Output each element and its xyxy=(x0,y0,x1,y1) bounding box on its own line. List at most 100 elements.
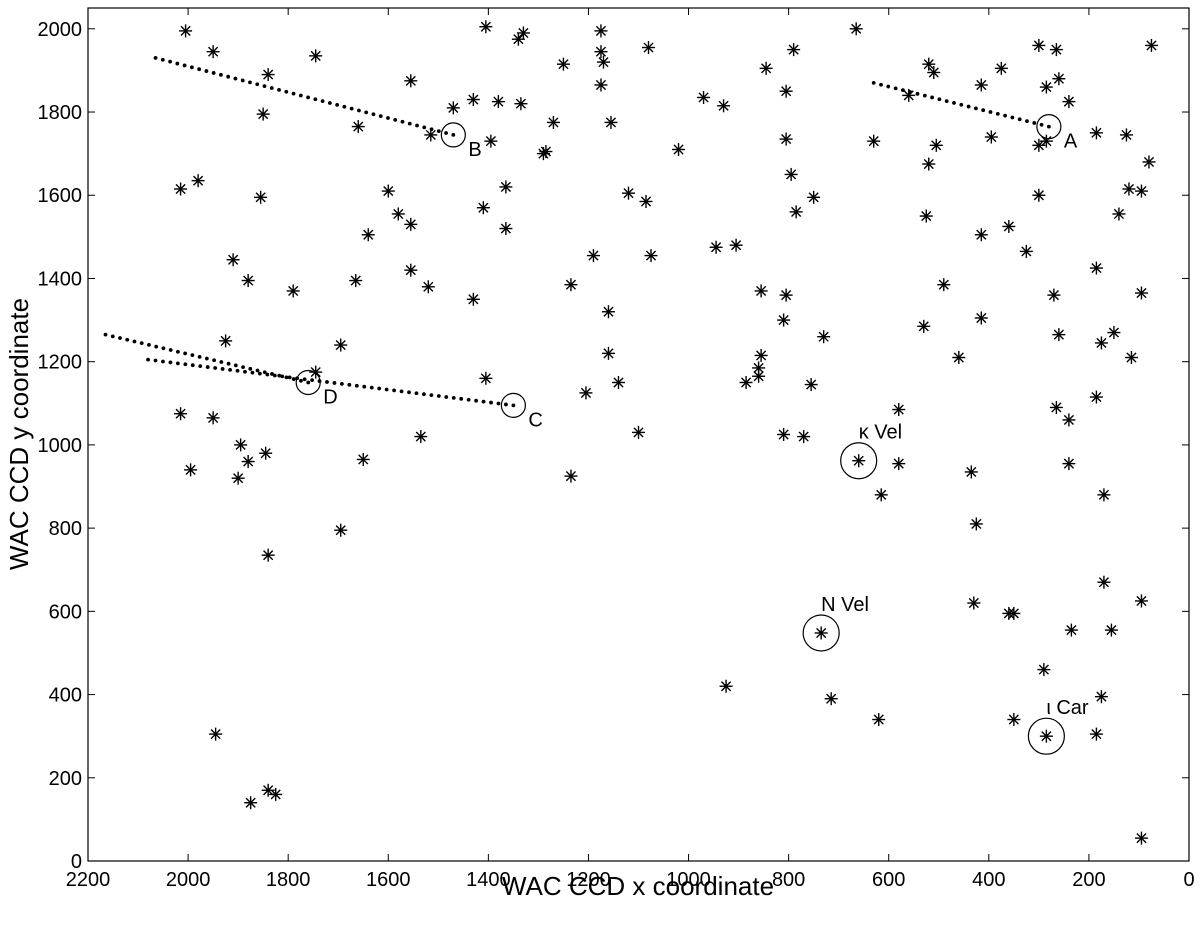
track-dot xyxy=(125,337,130,342)
star-marker xyxy=(491,95,505,109)
star-marker xyxy=(404,263,418,277)
star-marker xyxy=(1089,261,1103,275)
track-dot xyxy=(295,376,300,381)
track-dot xyxy=(481,399,486,404)
track-dot xyxy=(190,353,195,358)
highlighted-star: N Vel xyxy=(802,594,869,652)
track-dot xyxy=(197,67,202,72)
star-marker xyxy=(777,313,791,327)
track-dot xyxy=(226,361,231,366)
track-dot xyxy=(176,349,180,354)
star-marker xyxy=(381,184,395,198)
star-marker xyxy=(594,78,608,92)
track-c: C xyxy=(146,357,543,431)
track-dot xyxy=(407,390,411,395)
track-dot xyxy=(154,344,159,349)
track-dot xyxy=(436,129,441,134)
x-tick-label: 1400 xyxy=(466,869,511,891)
track-dot xyxy=(182,63,187,68)
track-dot xyxy=(197,354,202,359)
star-marker xyxy=(1097,488,1111,502)
track-dot xyxy=(255,368,260,373)
star-marker xyxy=(964,465,978,479)
star-marker xyxy=(309,365,323,379)
star-marker xyxy=(642,41,656,55)
star-marker xyxy=(556,57,570,71)
track-dot xyxy=(265,372,270,377)
track-dot xyxy=(153,358,158,363)
track-dot xyxy=(414,391,419,396)
track-dot xyxy=(205,365,210,369)
star-marker xyxy=(244,796,258,810)
track-dot xyxy=(459,396,464,401)
track-end-circle xyxy=(500,392,526,418)
track-dot xyxy=(168,59,172,64)
track-dot xyxy=(1025,119,1029,124)
track-dot xyxy=(233,363,238,368)
track-dot xyxy=(132,339,137,344)
track-dot xyxy=(228,367,232,372)
star-marker xyxy=(1104,623,1118,637)
y-tick-label: 1200 xyxy=(38,352,83,374)
x-tick-label: 1800 xyxy=(266,869,311,891)
track-dot xyxy=(886,84,891,89)
track-dot xyxy=(466,397,471,402)
track-dot xyxy=(299,378,303,383)
track-dot xyxy=(235,368,240,373)
star-marker xyxy=(536,147,550,161)
track-dot xyxy=(349,106,354,111)
track-dot xyxy=(161,359,165,364)
star-marker xyxy=(872,713,886,727)
star-marker xyxy=(1032,188,1046,202)
star-marker xyxy=(404,74,418,88)
star-marker xyxy=(739,375,753,389)
track-dot xyxy=(168,348,173,352)
star-marker xyxy=(797,430,811,444)
track-label: D xyxy=(323,386,337,408)
track-dot xyxy=(407,121,412,126)
track-dot xyxy=(436,394,441,398)
star-marker xyxy=(256,107,270,121)
track-dot xyxy=(248,80,252,85)
star-marker xyxy=(334,338,348,352)
star-marker xyxy=(1047,288,1061,302)
star-marker xyxy=(1049,43,1063,57)
star-marker xyxy=(226,253,240,267)
star-marker xyxy=(484,134,498,148)
track-dot xyxy=(915,91,920,96)
track-dot xyxy=(262,84,267,88)
star-marker xyxy=(984,130,998,144)
x-tick-label: 2000 xyxy=(166,869,211,891)
star-marker xyxy=(717,99,731,113)
track-dot xyxy=(952,101,956,105)
track-dot xyxy=(183,351,188,356)
star-marker xyxy=(1039,80,1053,94)
x-tick-label: 200 xyxy=(1072,869,1105,891)
star-marker xyxy=(787,43,801,57)
star-marker xyxy=(604,115,618,129)
star-marker xyxy=(922,157,936,171)
star-marker xyxy=(1134,286,1148,300)
track-dot xyxy=(118,336,122,340)
y-axis-label: WAC CCD y coordinate xyxy=(4,298,34,570)
star-marker xyxy=(929,138,943,152)
star-marker xyxy=(814,626,828,640)
track-dot xyxy=(371,112,376,117)
star-marker xyxy=(421,280,435,294)
track-dot xyxy=(392,388,396,393)
star-marker xyxy=(777,428,791,441)
star-marker xyxy=(499,180,513,194)
track-dot xyxy=(944,99,949,104)
track-dot xyxy=(262,370,267,375)
star-marker xyxy=(852,454,866,468)
track-label: B xyxy=(468,139,481,161)
axis-ticks xyxy=(87,8,1190,862)
star-marker xyxy=(937,278,951,292)
y-tick-label: 1600 xyxy=(38,185,83,207)
star-marker xyxy=(356,452,370,466)
track-dot xyxy=(1010,115,1015,120)
track-dot xyxy=(198,364,203,369)
x-tick-label: 0 xyxy=(1183,869,1194,891)
star-marker xyxy=(1144,38,1158,52)
track-dot xyxy=(369,385,374,390)
